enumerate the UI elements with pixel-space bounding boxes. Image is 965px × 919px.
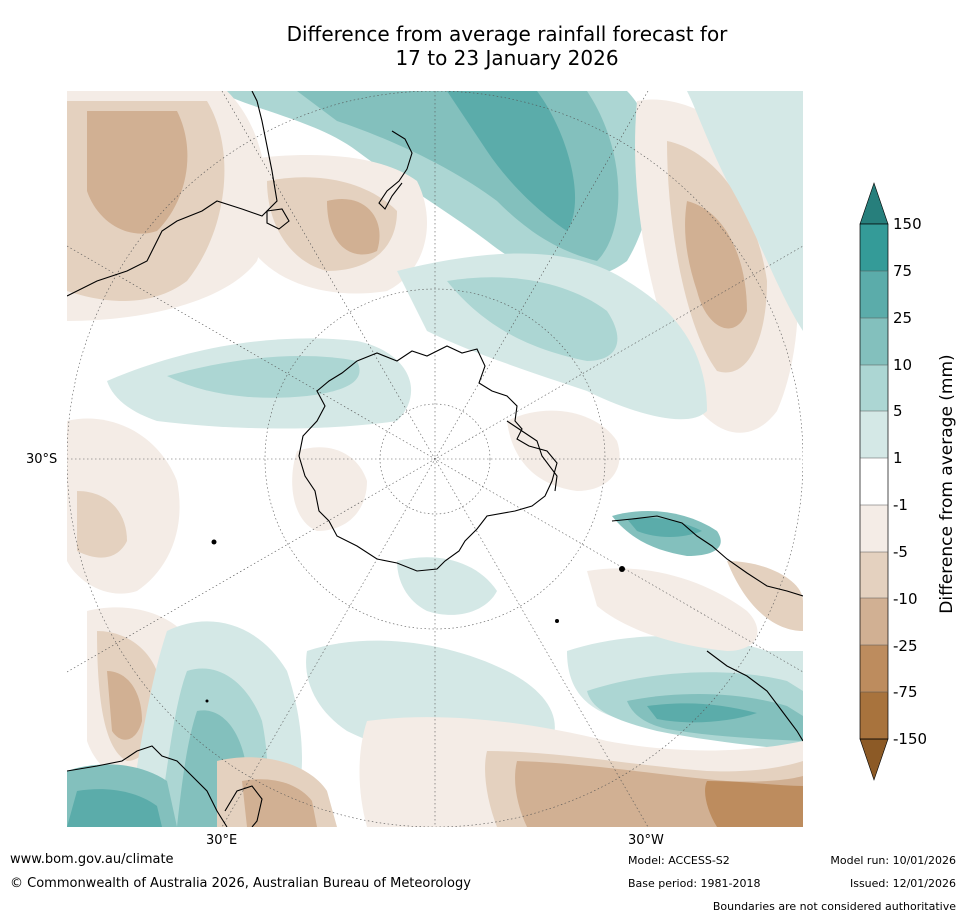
anomaly-shading (67, 91, 803, 827)
colorbar-10-25 (860, 318, 888, 365)
coastlines (67, 91, 803, 827)
australia-coastline (67, 91, 278, 297)
footer-base-period: Base period: 1981-2018 (628, 877, 761, 890)
colorbar-m10-m5 (860, 552, 888, 598)
antarctica-coastline (298, 345, 558, 572)
colorbar-tick-150: 150 (893, 215, 922, 233)
colorbar-75-150 (860, 224, 888, 271)
footer-model: Model: ACCESS-S2 (628, 854, 730, 867)
tasmania-coastline (266, 208, 290, 230)
new-zealand-coastline (378, 130, 413, 210)
title-line-2: 17 to 23 January 2026 (395, 46, 619, 70)
antarctic-peninsula-coastline (506, 420, 558, 492)
footer-model-run: Model run: 10/01/2026 (830, 854, 956, 867)
colorbar-tick-minus-75: -75 (893, 683, 918, 701)
footer-disclaimer: Boundaries are not considered authoritat… (712, 900, 956, 913)
colorbar-m5-m1 (860, 505, 888, 552)
islands (205, 539, 625, 703)
colorbar-tick-minus-10: -10 (893, 590, 918, 608)
madagascar-coastline (224, 785, 263, 827)
colorbar-extension-high (859, 182, 889, 225)
colorbar-neutral (860, 458, 888, 505)
colorbar-extension-low (859, 738, 889, 781)
longitude-label-30e: 30°E (206, 833, 238, 848)
rainfall-anomaly-map[interactable] (67, 91, 803, 827)
footer-url[interactable]: www.bom.gov.au/climate (10, 852, 174, 867)
colorbar-tick-75: 75 (893, 262, 913, 280)
colorbar (859, 182, 889, 781)
colorbar-tick-minus-150: -150 (893, 730, 928, 748)
map-canvas (67, 91, 803, 827)
colorbar-25-75 (860, 271, 888, 318)
colorbar-m75-m25 (860, 645, 888, 692)
title-line-1: Difference from average rainfall forecas… (286, 22, 728, 46)
colorbar-tick-minus-1: -1 (893, 496, 908, 514)
colorbar-m25-m10 (860, 598, 888, 645)
footer-copyright: © Commonwealth of Australia 2026, Austra… (10, 876, 471, 891)
colorbar-tick-1: 1 (893, 449, 903, 467)
map-title: Difference from average rainfall forecas… (67, 22, 947, 70)
footer-issued: Issued: 12/01/2026 (849, 877, 956, 890)
colorbar-tick-25: 25 (893, 309, 913, 327)
colorbar-tick-minus-25: -25 (893, 637, 918, 655)
colorbar-tick-5: 5 (893, 402, 903, 420)
colorbar-1-5 (860, 411, 888, 458)
graticule (67, 91, 803, 827)
south-america-east-coastline (706, 650, 803, 742)
latitude-label-30s: 30°S (26, 452, 58, 467)
africa-coastline (67, 745, 228, 827)
longitude-label-30w: 30°W (628, 833, 664, 848)
south-america-coastline (611, 515, 803, 597)
colorbar-title: Difference from average (mm) (937, 354, 957, 614)
colorbar-5-10 (860, 365, 888, 411)
colorbar-tick-10: 10 (893, 356, 913, 374)
colorbar-tick-minus-5: -5 (893, 543, 908, 561)
colorbar-m150-m75 (860, 692, 888, 739)
